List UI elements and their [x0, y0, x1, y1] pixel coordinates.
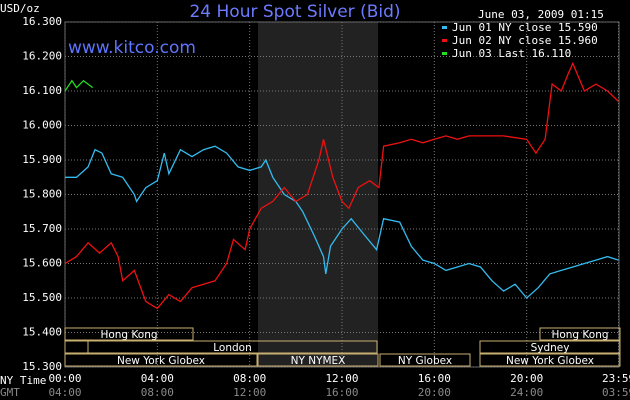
y-tick-label: 16.200 — [22, 50, 62, 63]
y-tick-label: 16.100 — [22, 84, 62, 97]
gmt-tick-label: 24:00 — [510, 386, 543, 399]
gmt-tick-label: 12:00 — [233, 386, 266, 399]
x-tick-label: 23:59 — [602, 372, 630, 385]
legend-swatch — [442, 39, 447, 42]
y-tick-label: 15.900 — [22, 153, 62, 166]
y-axis-label: USD/oz — [0, 2, 40, 15]
session-box — [479, 340, 621, 354]
website: www.kitco.com — [68, 38, 196, 58]
session-box — [379, 353, 471, 367]
session-label: NY Globex — [398, 355, 452, 367]
gmt-tick-label: 20:00 — [418, 386, 451, 399]
y-tick-label: 15.600 — [22, 257, 62, 270]
session-label: NY NYMEX — [291, 355, 346, 367]
session-label: New York Globex — [506, 355, 594, 367]
x-tick-label: 00:00 — [48, 372, 81, 385]
y-tick-label: 15.800 — [22, 188, 62, 201]
series-line — [64, 79, 94, 92]
session-label: Hong Kong — [100, 329, 157, 341]
chart-title: 24 Hour Spot Silver (Bid) — [189, 2, 400, 22]
ny-time-label: NY Time — [0, 374, 46, 387]
y-tick-label: 15.500 — [22, 291, 62, 304]
x-tick-label: 16:00 — [418, 372, 451, 385]
series-line — [64, 61, 619, 310]
x-tick-label: 12:00 — [325, 372, 358, 385]
x-tick-label: 04:00 — [141, 372, 174, 385]
gmt-tick-label: 08:00 — [141, 386, 174, 399]
series-line — [65, 145, 619, 299]
gmt-tick-label: 04:00 — [48, 386, 81, 399]
y-tick-label: 16.300 — [22, 15, 62, 28]
session-label: New York Globex — [117, 355, 205, 367]
legend-entry: Jun 02 NY close 15.960 — [452, 34, 598, 47]
gmt-tick-label: 16:00 — [325, 386, 358, 399]
x-tick-label: 08:00 — [233, 372, 266, 385]
y-tick-label: 15.700 — [22, 222, 62, 235]
session-box — [64, 327, 194, 341]
x-tick-label: 20:00 — [510, 372, 543, 385]
y-tick-label: 16.000 — [22, 119, 62, 132]
y-tick-label: 15.400 — [22, 326, 62, 339]
timestamp: June 03, 2009 01:15 — [478, 8, 604, 21]
session-box — [64, 353, 258, 367]
legend-entry: Jun 01 NY close 15.590 — [452, 21, 598, 34]
session-box — [257, 353, 379, 367]
legend-swatch — [442, 26, 447, 29]
session-label: London — [213, 342, 252, 354]
session-label: Sydney — [531, 342, 570, 354]
session-box — [479, 353, 621, 367]
plot — [64, 21, 620, 368]
legend-entry: Jun 03 Last 16.110 — [452, 47, 571, 60]
y-tick-label: 15.300 — [22, 360, 62, 373]
session-label: Hong Kong — [551, 329, 608, 341]
legend-swatch — [442, 52, 447, 55]
session-box — [87, 340, 378, 354]
session-box — [539, 327, 621, 341]
gmt-label: GMT — [0, 386, 20, 399]
gmt-tick-label: 03:59 — [602, 386, 630, 399]
